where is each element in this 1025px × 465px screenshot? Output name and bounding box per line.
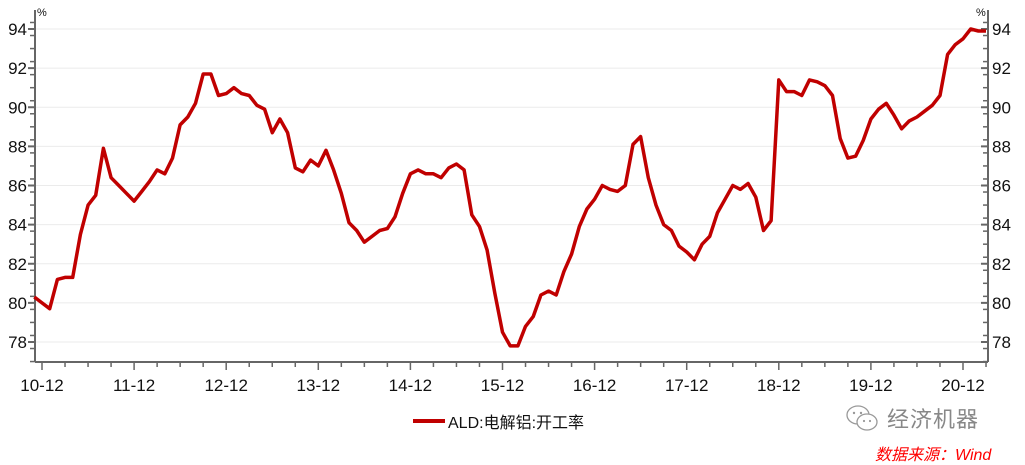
legend-swatch [413, 419, 445, 423]
wechat-icon [845, 404, 879, 432]
y-tick-label: 84 [8, 216, 27, 235]
x-tick-label: 15-12 [481, 376, 524, 395]
x-tick-label: 18-12 [757, 376, 800, 395]
x-tick-label: 19-12 [849, 376, 892, 395]
y-tick-label: 86 [8, 177, 27, 196]
y-tick-label: 80 [8, 294, 27, 313]
y-tick-label: 84 [992, 216, 1011, 235]
x-tick-label: 14-12 [389, 376, 432, 395]
watermark-text: 经济机器 [887, 402, 979, 434]
watermark: 经济机器 [845, 402, 979, 434]
y-tick-label: 94 [992, 20, 1011, 39]
gridlines [35, 29, 988, 342]
series-line [34, 29, 986, 346]
y-tick-label: 90 [8, 98, 27, 117]
y-tick-label: 90 [992, 98, 1011, 117]
y-tick-label: 88 [8, 137, 27, 156]
y-tick-label: 78 [8, 333, 27, 352]
data-points [34, 29, 986, 346]
x-tick-label: 17-12 [665, 376, 708, 395]
y-tick-label: 92 [992, 59, 1011, 78]
y-tick-label: 82 [992, 255, 1011, 274]
y-tick-label: 94 [8, 20, 27, 39]
x-tick-labels: 10-12 11-12 12-12 13-12 14-12 15-12 16-12 17-12… [20, 376, 984, 395]
y-tick-label: 78 [992, 333, 1011, 352]
y-tick-label: 86 [992, 177, 1011, 196]
legend-label: ALD:电解铝:开工率 [448, 409, 584, 433]
axes [28, 10, 988, 370]
x-tick-label: 20-12 [941, 376, 984, 395]
y-tick-label: 92 [8, 59, 27, 78]
y-unit-right: % [976, 7, 986, 19]
x-tick-label: 16-12 [573, 376, 616, 395]
y-unit-left: % [37, 7, 47, 19]
x-tick-label: 13-12 [297, 376, 340, 395]
x-tick-label: 10-12 [20, 376, 63, 395]
y-tick-label: 80 [992, 294, 1011, 313]
x-tick-label: 12-12 [204, 376, 247, 395]
x-tick-label: 11-12 [113, 376, 155, 395]
source-note: 数据来源：Wind [875, 441, 991, 465]
y-tick-label: 88 [992, 137, 1011, 156]
legend: ALD:电解铝:开工率 [413, 409, 584, 433]
y-tick-label: 82 [8, 255, 27, 274]
